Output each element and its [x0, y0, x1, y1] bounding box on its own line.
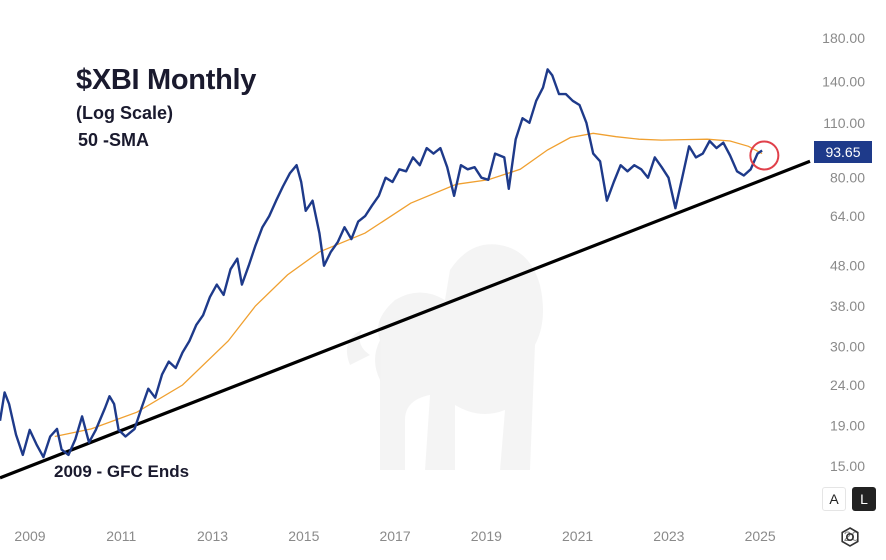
chart-title: $XBI Monthly [76, 64, 257, 96]
log-scale-button[interactable]: L [852, 487, 876, 511]
gfc-annotation: 2009 - GFC Ends [54, 462, 190, 481]
chart-subtitle-sma: 50 -SMA [78, 130, 150, 150]
auto-scale-button[interactable]: A [822, 487, 846, 511]
y-tick-label: 48.00 [830, 258, 865, 274]
x-tick-label: 2021 [562, 528, 593, 544]
x-tick-label: 2011 [106, 528, 136, 544]
x-axis-ticks: 2009 2011 2013 2015 2017 2019 2021 2023 2025 20 [14, 528, 859, 544]
y-tick-label: 38.00 [830, 298, 865, 314]
y-tick-label: 19.00 [830, 417, 865, 433]
y-axis-ticks: 180.00 140.00 110.00 80.00 64.00 48.00 38.00 30… [822, 30, 865, 474]
y-tick-label: 64.00 [830, 208, 865, 224]
x-tick-label: 2015 [288, 528, 319, 544]
y-tick-label: 140.00 [822, 73, 865, 89]
price-line [0, 68, 763, 459]
x-tick-label: 2025 [745, 528, 776, 544]
x-tick-label: 2013 [197, 528, 228, 544]
last-price-label: 93.65 [814, 141, 872, 163]
gear-icon[interactable] [840, 527, 860, 547]
y-tick-label: 180.00 [822, 30, 865, 46]
x-tick-label: 2017 [379, 528, 410, 544]
y-tick-label: 30.00 [830, 339, 865, 355]
y-tick-label: 24.00 [830, 377, 865, 393]
x-tick-label: 2009 [14, 528, 45, 544]
x-tick-label: 2019 [471, 528, 502, 544]
highlight-circle [749, 140, 780, 171]
x-tick-label: 2023 [653, 528, 684, 544]
y-tick-label: 110.00 [823, 115, 865, 131]
y-tick-label: 15.00 [830, 458, 865, 474]
y-tick-label: 80.00 [830, 170, 865, 186]
chart-subtitle-scale: (Log Scale) [76, 103, 174, 123]
sma-line [54, 132, 763, 438]
